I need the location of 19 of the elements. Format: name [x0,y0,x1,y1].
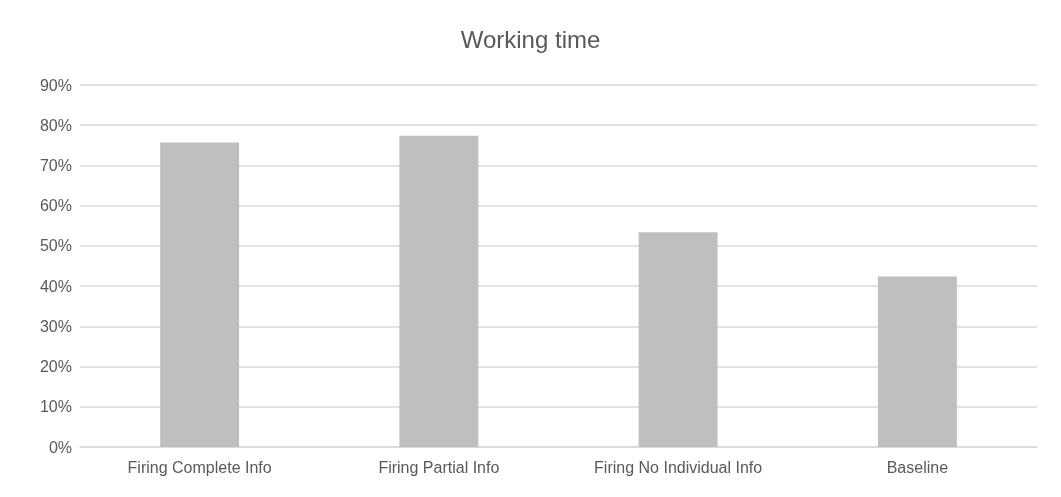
y-tick-label: 20% [39,358,72,376]
bar [638,232,718,447]
x-tick-label: Firing Complete Info [127,458,272,476]
x-tick-label: Firing Partial Info [378,458,500,476]
x-tick-label: Baseline [886,458,949,476]
bar [160,142,240,447]
y-tick-label: 40% [39,277,72,295]
y-tick-label: 10% [39,398,72,416]
y-tick-label: 0% [48,438,72,456]
chart-title: Working time [460,25,601,53]
y-tick-label: 60% [39,197,72,215]
y-tick-label: 50% [39,237,72,255]
y-tick-label: 90% [39,76,72,94]
y-tick-label: 80% [39,116,72,134]
bar [877,276,957,447]
y-tick-label: 70% [39,156,72,174]
bar [399,135,479,447]
x-tick-label: Firing No Individual Info [594,458,763,476]
y-tick-label: 30% [39,317,72,335]
